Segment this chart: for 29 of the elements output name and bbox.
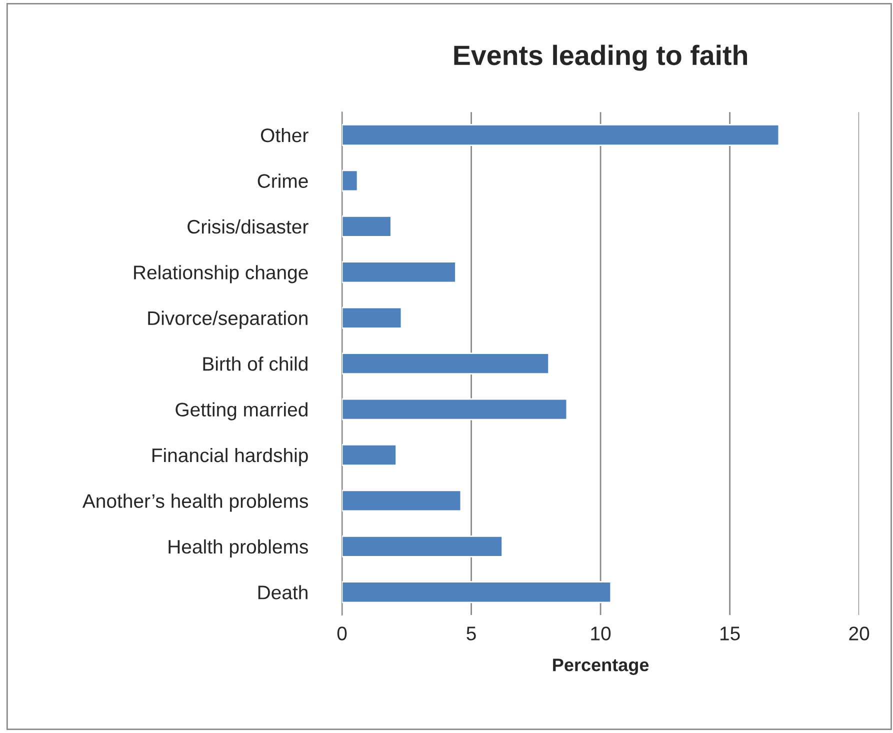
y-tick-label: Death	[258, 585, 308, 600]
bar	[342, 170, 358, 192]
bar	[342, 398, 568, 420]
y-tick-label: Another’s health problems	[82, 494, 308, 512]
bar	[342, 124, 780, 146]
x-tick-label: 5	[466, 626, 476, 640]
bar	[342, 352, 550, 375]
y-tick-label: Other	[260, 128, 308, 142]
bar	[342, 581, 612, 604]
bar	[342, 215, 392, 238]
y-tick-label: Crime	[258, 174, 308, 188]
y-tick-label: Getting married	[176, 402, 308, 420]
x-tick-label: 10	[591, 626, 611, 640]
bar	[342, 444, 398, 466]
bar	[342, 261, 456, 284]
y-tick-label: Relationship change	[134, 265, 308, 284]
bar	[342, 306, 402, 329]
x-tick-label: 15	[720, 626, 740, 640]
y-tick-label: Divorce/separation	[148, 310, 308, 329]
bar	[342, 490, 462, 512]
x-tick-label: 20	[849, 626, 870, 640]
y-tick-label: Crisis/disaster	[188, 219, 308, 234]
x-tick-label: 0	[337, 626, 347, 640]
x-axis-title: Percentage	[553, 658, 649, 675]
y-tick-label: Birth of child	[203, 356, 308, 371]
chart-title: Events leading to faith	[454, 44, 747, 71]
y-tick-label: Financial hardship	[152, 448, 308, 466]
y-tick-label: Health problems	[168, 539, 308, 558]
bar	[342, 535, 503, 558]
